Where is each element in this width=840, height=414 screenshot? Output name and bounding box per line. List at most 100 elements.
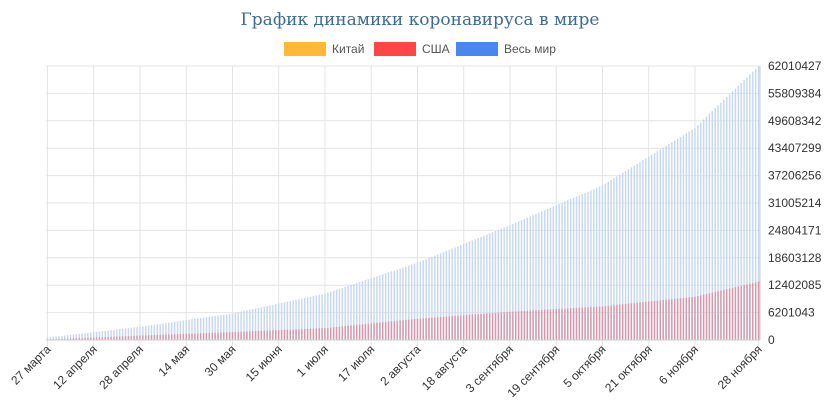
usa-bar-164 (520, 311, 523, 340)
usa-bar-43 (171, 334, 173, 340)
world-bar-8 (69, 334, 72, 340)
usa-bar-100 (335, 326, 338, 340)
usa-bar-134 (434, 317, 436, 340)
world-bar-28 (127, 328, 130, 340)
world-bar-51 (194, 318, 196, 340)
usa-bar-16 (92, 337, 95, 340)
usa-bar-195 (610, 305, 612, 340)
world-bar-35 (147, 325, 150, 340)
usa-bar-123 (402, 320, 404, 340)
world-bar-243 (749, 74, 751, 341)
legend: Китай США Весь мир (284, 42, 556, 56)
x-tick-label-14: 6 ноября (656, 342, 701, 387)
world-bar-87 (298, 299, 300, 340)
world-bar-132 (428, 257, 430, 340)
world-bar-159 (506, 226, 508, 340)
usa-bar-97 (327, 327, 329, 340)
world-bar-131 (425, 259, 427, 340)
world-bar-95 (321, 294, 323, 340)
usa-bar-15 (90, 337, 92, 340)
usa-bar-199 (621, 304, 624, 340)
usa-bar-88 (301, 329, 303, 340)
usa-bar-65 (234, 331, 237, 340)
usa-bar-55 (205, 333, 208, 340)
world-bar-116 (382, 274, 384, 340)
world-bar-38 (156, 324, 159, 340)
usa-bar-135 (436, 317, 439, 340)
world-bar-245 (754, 68, 757, 341)
usa-bar-111 (367, 323, 370, 340)
usa-bar-41 (165, 334, 167, 340)
usa-bar-47 (182, 333, 185, 340)
usa-bar-137 (442, 316, 445, 340)
usa-bar-169 (535, 310, 537, 340)
world-bar-215 (668, 144, 670, 340)
world-bar-205 (639, 162, 641, 340)
usa-bar-228 (705, 293, 708, 340)
usa-bar-48 (185, 333, 187, 340)
world-bar-230 (711, 111, 714, 340)
world-bar-206 (642, 160, 644, 340)
usa-bar-211 (656, 300, 659, 340)
world-bar-114 (376, 276, 378, 340)
world-bar-37 (153, 324, 156, 340)
usa-bar-116 (382, 322, 384, 340)
legend-label-0: Китай (332, 42, 364, 56)
usa-bar-139 (448, 316, 450, 340)
x-tick-label-1: 12 апреля (50, 342, 100, 392)
usa-bar-212 (659, 300, 661, 340)
usa-bar-153 (488, 313, 491, 340)
world-bar-14 (87, 332, 89, 340)
usa-bar-91 (309, 328, 312, 340)
world-bar-145 (465, 242, 468, 340)
world-bar-59 (217, 315, 219, 340)
usa-bar-238 (734, 287, 737, 340)
world-bar-60 (220, 315, 222, 340)
usa-bar-188 (590, 307, 592, 340)
y-tick-label-8: 49608342 (768, 114, 822, 128)
usa-bar-163 (517, 311, 520, 340)
usa-bar-27 (124, 336, 127, 340)
usa-bar-28 (127, 336, 130, 340)
usa-bar-179 (564, 308, 566, 340)
world-bar-246 (757, 66, 760, 340)
legend-swatch-0 (284, 42, 326, 56)
world-bar-126 (410, 264, 413, 340)
usa-bar-204 (636, 302, 638, 340)
world-bar-175 (552, 206, 555, 340)
x-tick-label-4: 30 мая (202, 342, 239, 379)
world-bar-117 (384, 273, 387, 340)
usa-bar-14 (87, 337, 89, 340)
world-bar-68 (243, 311, 245, 340)
world-bar-41 (165, 323, 167, 340)
usa-bar-201 (627, 303, 630, 340)
world-bar-202 (630, 167, 633, 340)
usa-bar-132 (428, 317, 430, 340)
usa-bar-170 (538, 310, 540, 340)
usa-bar-138 (445, 316, 448, 340)
usa-bar-57 (211, 332, 213, 340)
world-bar-39 (159, 323, 161, 340)
world-bar-55 (205, 317, 208, 340)
world-bar-27 (124, 328, 127, 340)
usa-bar-86 (295, 329, 297, 340)
usa-bar-46 (179, 334, 182, 340)
usa-bar-73 (257, 330, 260, 340)
world-bar-160 (509, 225, 511, 340)
world-bar-134 (434, 255, 436, 340)
usa-bar-125 (408, 319, 410, 340)
world-bar-122 (399, 268, 401, 340)
usa-bar-172 (543, 309, 546, 340)
usa-bar-210 (653, 300, 656, 340)
world-bar-204 (636, 163, 638, 340)
world-bar-228 (705, 116, 708, 340)
legend-label-2: Весь мир (504, 42, 556, 56)
usa-bar-160 (509, 311, 511, 340)
usa-bar-106 (353, 325, 355, 340)
world-bar-96 (324, 293, 326, 340)
world-bar-212 (659, 149, 661, 340)
usa-bar-148 (474, 314, 476, 340)
world-bar-207 (645, 158, 647, 340)
usa-bar-93 (315, 328, 318, 340)
usa-bar-68 (243, 331, 245, 340)
